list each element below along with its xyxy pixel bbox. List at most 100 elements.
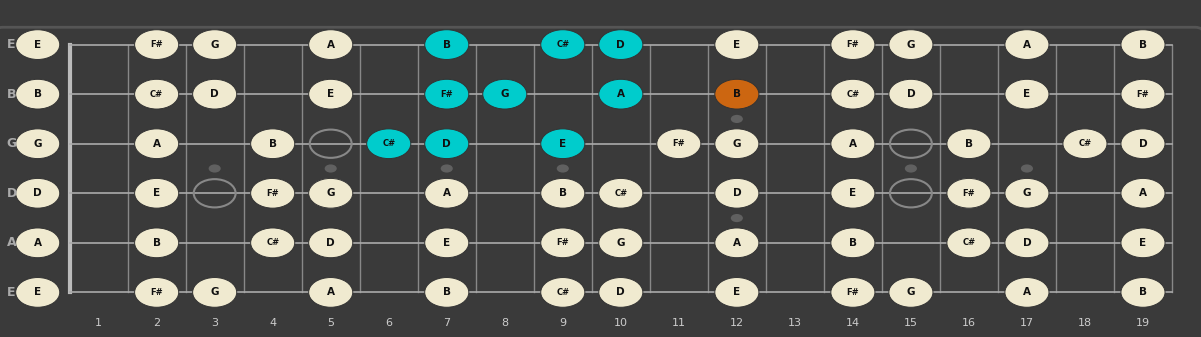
Ellipse shape: [16, 178, 60, 208]
Ellipse shape: [730, 115, 743, 123]
Ellipse shape: [1121, 278, 1165, 307]
Text: E: E: [34, 40, 41, 50]
Text: G: G: [733, 139, 741, 149]
Ellipse shape: [309, 178, 353, 208]
Text: E: E: [1140, 238, 1147, 248]
Text: D: D: [327, 238, 335, 248]
Text: G: G: [210, 40, 219, 50]
Text: E: E: [734, 287, 740, 297]
Text: E: E: [560, 139, 567, 149]
Text: 5: 5: [327, 318, 334, 328]
Ellipse shape: [599, 228, 643, 258]
Text: D: D: [6, 187, 17, 200]
Ellipse shape: [946, 228, 991, 258]
Text: C#: C#: [1078, 139, 1092, 148]
Ellipse shape: [16, 79, 60, 109]
Text: 3: 3: [211, 318, 219, 328]
Text: B: B: [443, 40, 450, 50]
Text: E: E: [153, 188, 160, 198]
FancyBboxPatch shape: [0, 27, 1201, 337]
Text: 1: 1: [95, 318, 102, 328]
Ellipse shape: [904, 164, 918, 173]
Text: 8: 8: [501, 318, 508, 328]
Ellipse shape: [16, 278, 60, 307]
Ellipse shape: [425, 228, 468, 258]
Ellipse shape: [1005, 228, 1048, 258]
Ellipse shape: [557, 164, 569, 173]
Ellipse shape: [715, 178, 759, 208]
Ellipse shape: [1121, 228, 1165, 258]
Text: E: E: [734, 40, 740, 50]
Text: B: B: [153, 238, 161, 248]
Text: B: B: [849, 238, 856, 248]
Text: F#: F#: [1136, 90, 1149, 99]
Ellipse shape: [946, 178, 991, 208]
Ellipse shape: [831, 79, 876, 109]
Text: B: B: [34, 89, 42, 99]
Text: A: A: [733, 238, 741, 248]
Text: 14: 14: [846, 318, 860, 328]
Text: A: A: [34, 238, 42, 248]
Text: E: E: [327, 89, 334, 99]
Text: 16: 16: [962, 318, 976, 328]
Ellipse shape: [599, 79, 643, 109]
Text: E: E: [7, 38, 16, 51]
Text: B: B: [443, 287, 450, 297]
Text: A: A: [443, 188, 450, 198]
Ellipse shape: [715, 30, 759, 59]
Text: B: B: [1139, 287, 1147, 297]
Text: 11: 11: [671, 318, 686, 328]
Ellipse shape: [889, 30, 933, 59]
Text: F#: F#: [673, 139, 685, 148]
Text: A: A: [1023, 40, 1030, 50]
Text: A: A: [849, 139, 856, 149]
Text: 6: 6: [386, 318, 393, 328]
Text: C#: C#: [556, 288, 569, 297]
Ellipse shape: [16, 129, 60, 159]
Text: G: G: [6, 137, 17, 150]
Ellipse shape: [599, 178, 643, 208]
Text: B: B: [7, 88, 17, 101]
Text: B: B: [733, 89, 741, 99]
Ellipse shape: [599, 278, 643, 307]
Text: 15: 15: [904, 318, 918, 328]
Ellipse shape: [309, 30, 353, 59]
Text: G: G: [616, 238, 625, 248]
Ellipse shape: [1005, 30, 1048, 59]
Ellipse shape: [946, 129, 991, 159]
Ellipse shape: [540, 278, 585, 307]
Ellipse shape: [309, 278, 353, 307]
Text: G: G: [210, 287, 219, 297]
Text: E: E: [1023, 89, 1030, 99]
Ellipse shape: [16, 228, 60, 258]
Ellipse shape: [1121, 129, 1165, 159]
Ellipse shape: [831, 178, 876, 208]
Text: G: G: [907, 287, 915, 297]
Text: B: B: [269, 139, 276, 149]
Text: 7: 7: [443, 318, 450, 328]
Ellipse shape: [1005, 278, 1048, 307]
Text: 2: 2: [153, 318, 160, 328]
Ellipse shape: [889, 278, 933, 307]
Ellipse shape: [1121, 79, 1165, 109]
Ellipse shape: [1021, 164, 1033, 173]
Text: A: A: [1023, 287, 1030, 297]
Ellipse shape: [324, 164, 336, 173]
Text: D: D: [442, 139, 452, 149]
Ellipse shape: [192, 30, 237, 59]
Ellipse shape: [831, 278, 876, 307]
Ellipse shape: [831, 129, 876, 159]
Ellipse shape: [540, 30, 585, 59]
Text: D: D: [733, 188, 741, 198]
Ellipse shape: [135, 178, 179, 208]
Text: G: G: [1023, 188, 1032, 198]
Text: G: G: [907, 40, 915, 50]
Ellipse shape: [425, 278, 468, 307]
Text: A: A: [327, 287, 335, 297]
Ellipse shape: [441, 164, 453, 173]
Text: E: E: [34, 287, 41, 297]
Text: C#: C#: [382, 139, 395, 148]
Text: 17: 17: [1020, 318, 1034, 328]
Ellipse shape: [1005, 178, 1048, 208]
Ellipse shape: [192, 278, 237, 307]
